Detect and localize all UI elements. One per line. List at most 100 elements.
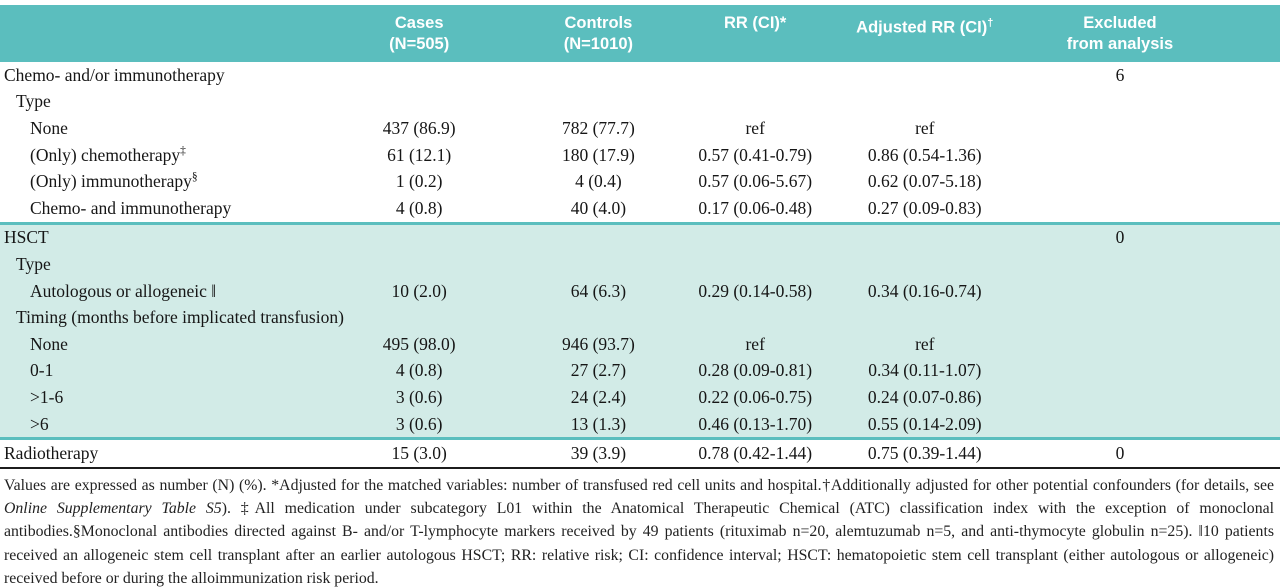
top-margin xyxy=(0,0,1280,5)
cases-value: 437 (86.9) xyxy=(382,117,456,138)
adjusted-rr-value: 0.86 (0.54-1.36) xyxy=(867,144,982,165)
section-divider xyxy=(0,437,1280,441)
row-label: Chemo- and immunotherapy xyxy=(30,197,232,218)
row-label: 0-1 xyxy=(30,360,54,381)
table-row: None 437 (86.9) 782 (77.7) ref ref xyxy=(0,115,1280,142)
rr-value: 0.57 (0.41-0.79) xyxy=(698,144,813,165)
table-footnote: Values are expressed as number (N) (%). … xyxy=(0,469,1280,588)
controls-value: 27 (2.7) xyxy=(570,360,627,381)
controls-value: 13 (1.3) xyxy=(570,413,627,434)
header-cases-line1: Cases xyxy=(394,14,444,32)
row-label: None xyxy=(30,333,68,354)
header-rr: RR (CI)* xyxy=(691,5,819,34)
controls-value: 39 (3.9) xyxy=(570,443,627,464)
controls-value: 64 (6.3) xyxy=(570,280,627,301)
rr-value: 0.78 (0.42-1.44) xyxy=(698,443,813,464)
table-row: HSCT 0 xyxy=(0,225,1280,252)
cases-value: 4 (0.8) xyxy=(395,197,443,218)
cases-value: 1 (0.2) xyxy=(395,171,443,192)
section-chemo-immunotherapy: Chemo- and/or immunotherapy 6 Type None … xyxy=(0,62,1280,222)
table-row: None 495 (98.0) 946 (93.7) ref ref xyxy=(0,331,1280,358)
table-row: Chemo- and/or immunotherapy 6 xyxy=(0,62,1280,89)
header-rr-label: RR (CI)* xyxy=(724,14,787,32)
excluded-value: 0 xyxy=(1115,227,1125,248)
adjusted-rr-value: ref xyxy=(915,117,935,138)
section-radiotherapy: Radiotherapy 15 (3.0) 39 (3.9) 0.78 (0.4… xyxy=(0,440,1280,467)
table-row: Timing (months before implicated transfu… xyxy=(0,304,1280,331)
cases-value: 495 (98.0) xyxy=(382,333,456,354)
row-label: Autologous or allogeneic ‖ xyxy=(30,280,217,301)
table-row: Autologous or allogeneic ‖ 10 (2.0) 64 (… xyxy=(0,278,1280,305)
header-adjusted-rr-label: Adjusted RR (CI) xyxy=(856,18,988,37)
controls-value: 40 (4.0) xyxy=(570,197,627,218)
controls-value: 782 (77.7) xyxy=(561,117,635,138)
rr-value: 0.29 (0.14-0.58) xyxy=(698,280,813,301)
row-label: None xyxy=(30,117,68,138)
footnote-divider xyxy=(0,466,1280,469)
cases-value: 3 (0.6) xyxy=(395,413,443,434)
rr-value: 0.28 (0.09-0.81) xyxy=(698,360,813,381)
header-controls-line2: (N=1010) xyxy=(563,35,634,53)
table-row: Type xyxy=(0,251,1280,278)
header-spacer xyxy=(1210,5,1280,13)
row-label: >6 xyxy=(30,413,49,434)
row-label: Type xyxy=(16,253,51,274)
row-label: (Only) chemotherapy‡ xyxy=(30,144,186,165)
adjusted-rr-value: 0.27 (0.09-0.83) xyxy=(867,197,982,218)
table-row: 0-1 4 (0.8) 27 (2.7) 0.28 (0.09-0.81) 0.… xyxy=(0,358,1280,385)
rr-value: 0.46 (0.13-1.70) xyxy=(698,413,813,434)
controls-value: 4 (0.4) xyxy=(575,171,622,192)
table-row: >6 3 (0.6) 13 (1.3) 0.46 (0.13-1.70) 0.5… xyxy=(0,411,1280,438)
header-excluded-line2: from analysis xyxy=(1066,35,1174,53)
row-label: Radiotherapy xyxy=(4,443,99,464)
adjusted-rr-value: 0.75 (0.39-1.44) xyxy=(867,443,982,464)
excluded-value: 6 xyxy=(1115,64,1125,85)
footnote-italic-reference: Online Supplementary Table S5 xyxy=(4,500,222,518)
header-excluded: Excluded from analysis xyxy=(1030,5,1209,55)
adjusted-rr-value: ref xyxy=(915,333,935,354)
controls-value: 946 (93.7) xyxy=(561,333,635,354)
header-controls: Controls (N=1010) xyxy=(506,5,692,55)
cases-value: 61 (12.1) xyxy=(387,144,452,165)
row-label: (Only) immunotherapy§ xyxy=(30,171,198,192)
rr-value: ref xyxy=(745,333,765,354)
cases-value: 4 (0.8) xyxy=(395,360,443,381)
header-cases: Cases (N=505) xyxy=(333,5,506,55)
cases-value: 10 (2.0) xyxy=(391,280,447,301)
footnote-text-2: ). ‡All medication under subcategory L01… xyxy=(4,500,1274,587)
rr-value: ref xyxy=(745,117,765,138)
row-label: >1-6 xyxy=(30,386,64,407)
footnote-marker: ‡ xyxy=(180,144,186,157)
adjusted-rr-value: 0.34 (0.16-0.74) xyxy=(867,280,982,301)
controls-value: 24 (2.4) xyxy=(570,386,627,407)
header-adjusted-rr-dagger: † xyxy=(987,17,994,29)
table-header: Cases (N=505) Controls (N=1010) RR (CI)*… xyxy=(0,5,1280,62)
header-controls-line1: Controls xyxy=(564,14,633,32)
adjusted-rr-value: 0.24 (0.07-0.86) xyxy=(867,386,982,407)
cases-value: 3 (0.6) xyxy=(395,386,443,407)
table-row: Type xyxy=(0,89,1280,116)
rr-value: 0.17 (0.06-0.48) xyxy=(698,197,813,218)
adjusted-rr-value: 0.62 (0.07-5.18) xyxy=(867,171,982,192)
header-label-spacer xyxy=(0,5,333,13)
row-label: Type xyxy=(16,91,51,112)
excluded-value: 0 xyxy=(1115,443,1125,464)
table-row: Radiotherapy 15 (3.0) 39 (3.9) 0.78 (0.4… xyxy=(0,440,1280,467)
header-cases-line2: (N=505) xyxy=(389,35,450,53)
rr-value: 0.22 (0.06-0.75) xyxy=(698,386,813,407)
table-row: >1-6 3 (0.6) 24 (2.4) 0.22 (0.06-0.75) 0… xyxy=(0,384,1280,411)
table-row: (Only) chemotherapy‡ 61 (12.1) 180 (17.9… xyxy=(0,142,1280,169)
footnote-marker: § xyxy=(191,171,198,184)
section-divider xyxy=(0,221,1280,225)
header-adjusted-rr: Adjusted RR (CI)† xyxy=(819,5,1030,39)
section-hsct: HSCT 0 Type Autologous or allogeneic ‖ 1… xyxy=(0,224,1280,438)
row-label: Chemo- and/or immunotherapy xyxy=(4,64,225,85)
footnote-text-1: Values are expressed as number (N) (%). … xyxy=(4,476,1274,494)
rr-value: 0.57 (0.06-5.67) xyxy=(698,171,813,192)
controls-value: 180 (17.9) xyxy=(561,144,635,165)
row-label: HSCT xyxy=(4,227,49,248)
table-row: (Only) immunotherapy§ 1 (0.2) 4 (0.4) 0.… xyxy=(0,168,1280,195)
table-row: Chemo- and immunotherapy 4 (0.8) 40 (4.0… xyxy=(0,195,1280,222)
adjusted-rr-value: 0.34 (0.11-1.07) xyxy=(868,360,982,381)
